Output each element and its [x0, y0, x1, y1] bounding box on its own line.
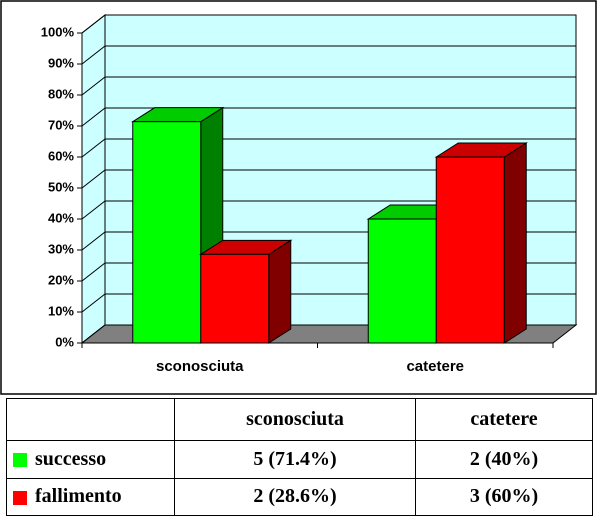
header-cell: catetere: [415, 398, 593, 441]
grid-line: [81, 14, 576, 34]
y-tick-label: 80%: [48, 86, 74, 101]
empty-cell: [6, 398, 175, 441]
value-cell: 2 (28.6%): [173, 477, 417, 516]
chart: 0% 10% 20% 30% 40% 50% 60% 70% 80% 90% 100% sconosc…: [0, 0, 597, 395]
x-tick-label: sconosciuta: [156, 358, 244, 375]
value-cell: 2 (40%): [415, 440, 593, 479]
data-table: sconosciuta catetere successo 5 (71.4%) …: [6, 398, 593, 516]
legend-cell: fallimento: [6, 477, 175, 516]
legend-cell: successo: [6, 440, 175, 479]
x-tick-label: catetere: [406, 358, 464, 375]
y-tick-label: 50%: [48, 179, 74, 194]
bar-side: [503, 142, 527, 344]
y-tick-label: 30%: [48, 241, 74, 256]
bar: [132, 121, 202, 344]
y-tick-label: 0%: [55, 334, 74, 349]
y-tick-label: 20%: [48, 272, 74, 287]
bar-side: [268, 239, 292, 344]
grid-line: [81, 107, 576, 127]
y-tick-label: 70%: [48, 117, 74, 132]
legend-label: fallimento: [35, 485, 122, 508]
y-tick-label: 40%: [48, 210, 74, 225]
legend-swatch: [13, 490, 27, 505]
y-tick-label: 60%: [48, 148, 74, 163]
bar: [367, 218, 437, 344]
header-cell: sconosciuta: [173, 398, 417, 441]
legend-label: successo: [35, 447, 107, 470]
table-header: sconosciuta catetere: [6, 398, 593, 441]
legend-swatch: [13, 453, 27, 468]
bar: [200, 253, 270, 344]
grid-line: [81, 200, 576, 220]
table-row: fallimento 2 (28.6%) 3 (60%): [6, 477, 593, 516]
y-tick-label: 100%: [41, 24, 75, 39]
grid-line: [81, 169, 576, 189]
table-row: successo 5 (71.4%) 2 (40%): [6, 440, 593, 479]
bar: [435, 156, 505, 344]
grid-line: [81, 138, 576, 158]
y-tick-label: 10%: [48, 303, 74, 318]
value-cell: 3 (60%): [415, 477, 593, 516]
grid-line: [81, 45, 576, 65]
y-tick-label: 90%: [48, 55, 74, 70]
value-cell: 5 (71.4%): [173, 440, 417, 479]
grid-line: [81, 76, 576, 96]
